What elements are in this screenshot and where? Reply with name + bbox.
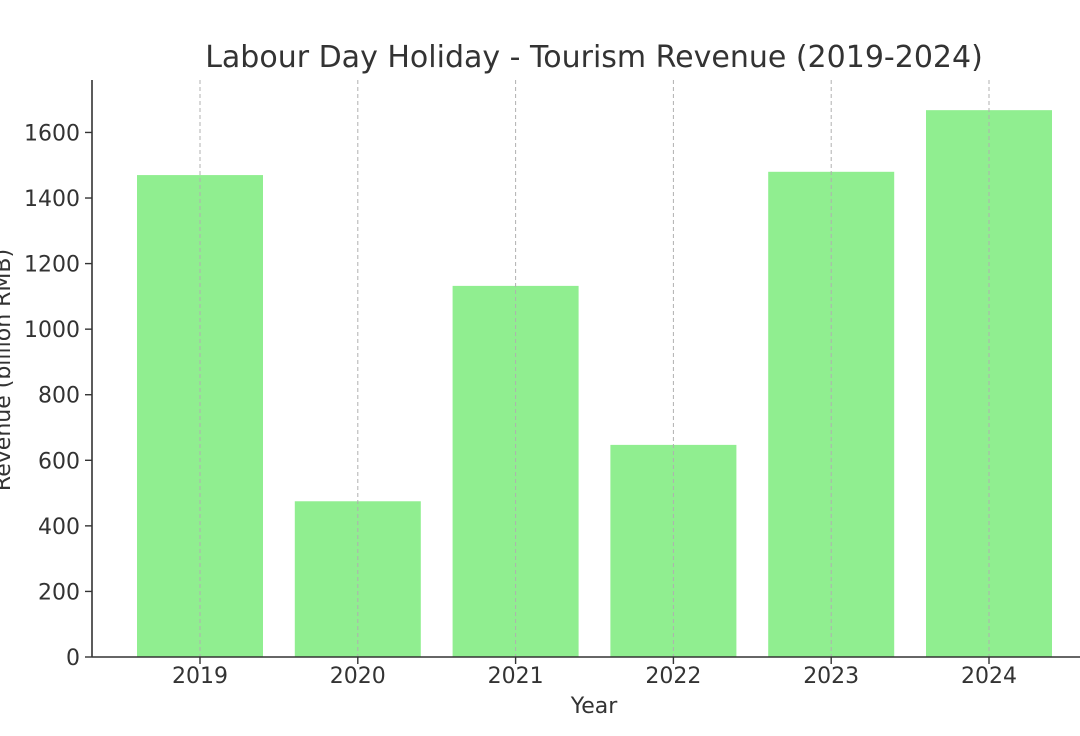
y-tick-label: 200 bbox=[38, 580, 80, 605]
x-axis-ticks: 2019 2020 2021 2022 2023 2024 bbox=[172, 657, 1017, 689]
y-tick-label: 400 bbox=[38, 515, 80, 540]
y-tick-label: 600 bbox=[38, 449, 80, 474]
y-tick-label: 1000 bbox=[24, 318, 80, 343]
x-tick-label: 2022 bbox=[645, 664, 701, 689]
y-axis-label: Revenue (billion RMB) bbox=[0, 249, 16, 491]
chart-title: Labour Day Holiday - Tourism Revenue (20… bbox=[205, 40, 983, 75]
y-tick-label: 1600 bbox=[24, 121, 80, 146]
bars bbox=[137, 110, 1052, 658]
y-tick-label: 1200 bbox=[24, 253, 80, 278]
y-axis-ticks: 0 200 400 600 800 1000 1200 1400 1600 bbox=[24, 121, 92, 671]
x-tick-label: 2020 bbox=[330, 664, 386, 689]
y-tick-label: 1400 bbox=[24, 187, 80, 212]
axes bbox=[91, 80, 1080, 658]
y-tick-label: 0 bbox=[66, 646, 80, 671]
x-tick-label: 2019 bbox=[172, 664, 228, 689]
x-tick-label: 2024 bbox=[961, 664, 1017, 689]
x-axis-label: Year bbox=[570, 694, 619, 719]
vertical-grid-lines bbox=[199, 80, 990, 657]
bar bbox=[768, 171, 895, 657]
x-tick-label: 2023 bbox=[803, 664, 859, 689]
x-tick-label: 2021 bbox=[488, 664, 544, 689]
y-tick-label: 800 bbox=[38, 384, 80, 409]
